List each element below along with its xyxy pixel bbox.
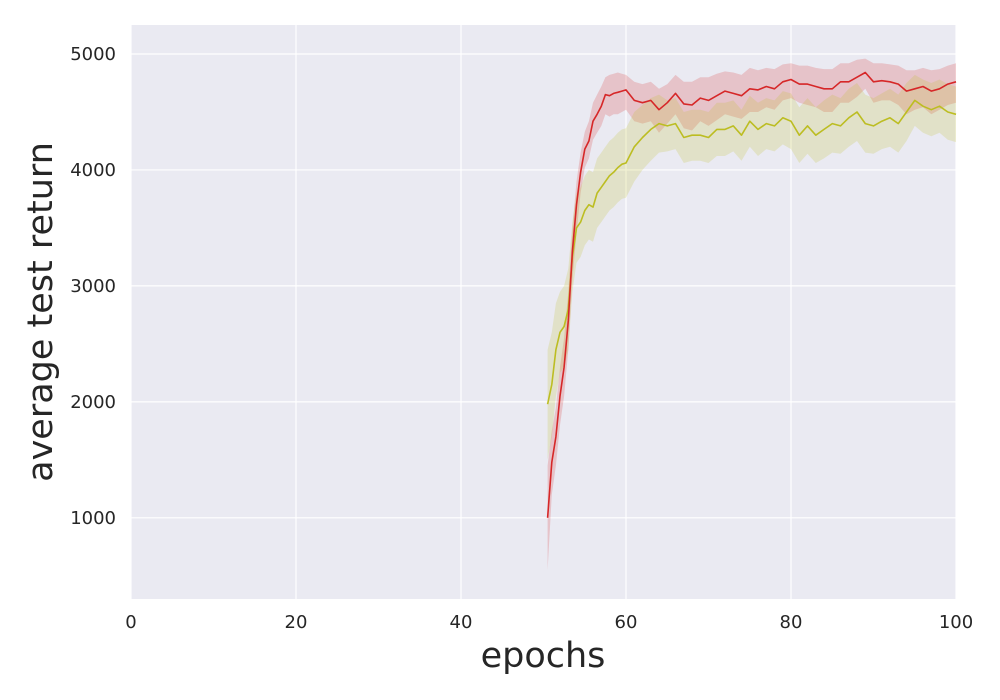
y-tick-label: 5000 (70, 44, 116, 65)
x-tick-label: 20 (285, 612, 308, 633)
y-axis-label: average test return (21, 142, 61, 482)
y-tick-label: 3000 (70, 276, 116, 297)
plot-area (131, 25, 956, 599)
series-lines (546, 71, 957, 518)
x-tick-label: 60 (615, 612, 638, 633)
series-2-line (546, 99, 957, 405)
x-tick-label: 0 (125, 612, 136, 633)
grid (130, 25, 957, 599)
y-tick-label: 1000 (70, 508, 116, 529)
series-1-line (546, 71, 957, 518)
x-tick-label: 100 (939, 612, 973, 633)
series-2-band (547, 74, 956, 460)
y-tick-label: 4000 (70, 160, 116, 181)
x-tick-label: 80 (780, 612, 803, 633)
confidence-bands (547, 58, 956, 570)
y-tick-label: 2000 (70, 392, 116, 413)
x-tick-labels: 0 20 40 60 80 100 (125, 612, 973, 633)
y-tick-labels: 1000 2000 3000 4000 5000 (70, 44, 116, 529)
x-tick-label: 40 (450, 612, 473, 633)
x-axis-label: epochs (481, 636, 606, 676)
